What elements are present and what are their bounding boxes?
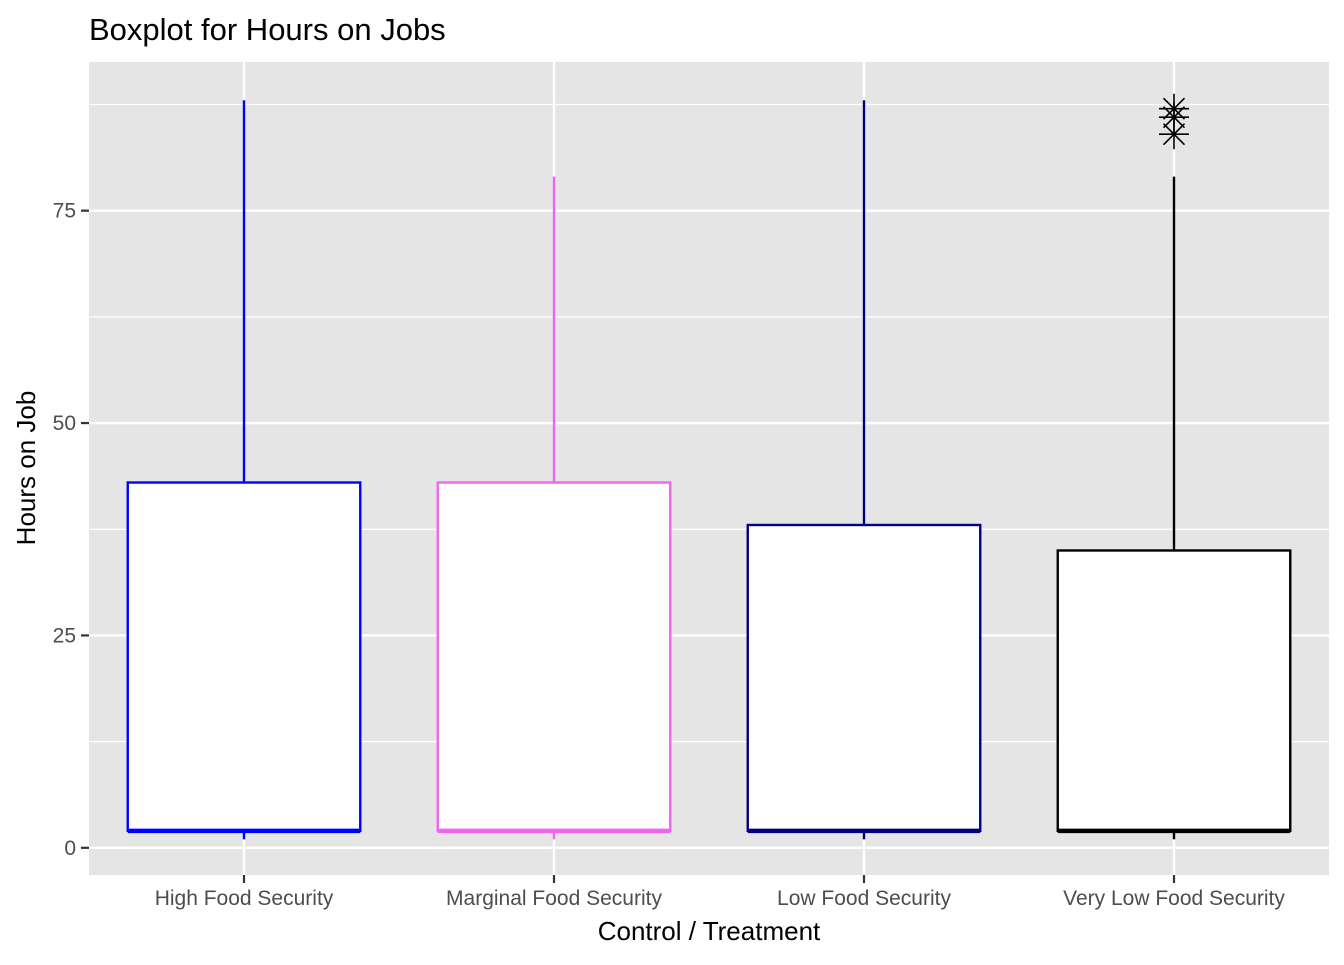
- y-tick-label: 75: [53, 200, 76, 223]
- outlier-stroke: [1162, 123, 1186, 146]
- x-tick-label: Low Food Security: [777, 887, 951, 910]
- x-tick-label: Marginal Food Security: [446, 887, 662, 910]
- x-axis-label: Control / Treatment: [598, 916, 821, 946]
- box-series: [126, 93, 1292, 840]
- x-tick-label: Very Low Food Security: [1063, 887, 1285, 910]
- box-group: [126, 100, 362, 840]
- outlier-point: [1159, 93, 1189, 124]
- x-tick-label: High Food Security: [155, 887, 334, 910]
- y-tick-label: 25: [53, 624, 76, 647]
- box-iqr: [436, 481, 672, 833]
- box-group: [436, 176, 672, 840]
- chart-title: Boxplot for Hours on Jobs: [89, 12, 446, 47]
- y-tick-label: 50: [53, 412, 76, 435]
- box-iqr: [1056, 549, 1292, 833]
- box-group: [1056, 93, 1292, 840]
- box-iqr: [746, 523, 982, 833]
- y-tick-label: 0: [64, 837, 76, 860]
- outlier-stroke: [1162, 97, 1186, 120]
- box-group: [746, 100, 982, 840]
- box-iqr: [126, 481, 362, 833]
- y-axis: 0 25 50 75: [53, 200, 89, 860]
- y-axis-label: Hours on Job: [11, 391, 41, 546]
- x-axis: High Food Security Marginal Food Security…: [155, 875, 1285, 910]
